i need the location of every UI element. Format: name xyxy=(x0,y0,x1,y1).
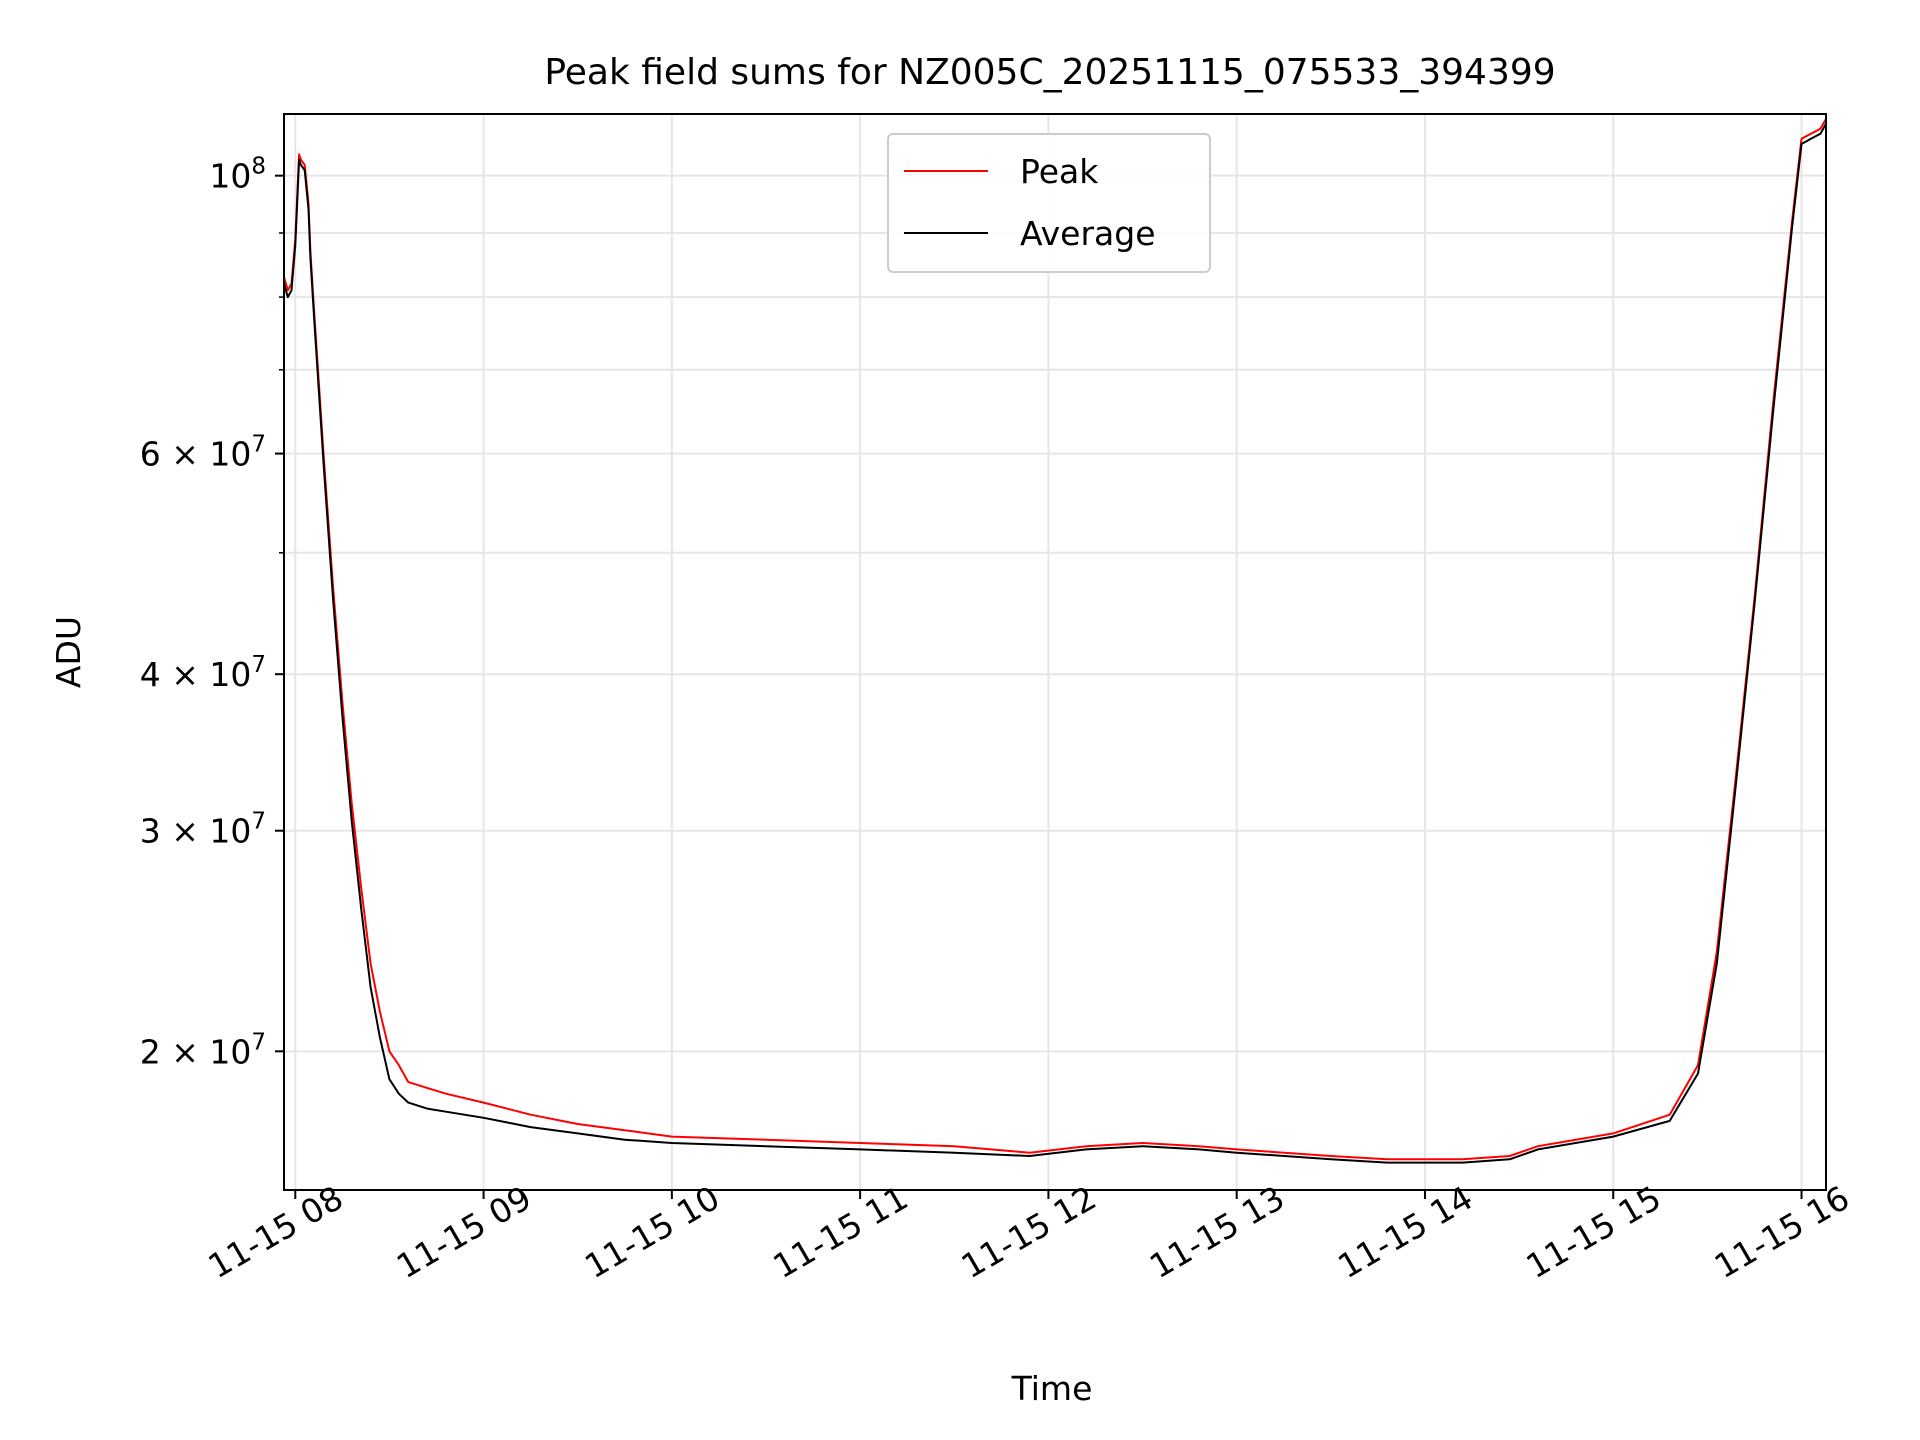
y-tick-label: 4 × 107 xyxy=(140,652,266,694)
y-axis-label: ADU xyxy=(49,616,88,688)
y-axis: 108 6 × 107 4 × 107 3 × 107 2 × 107 xyxy=(140,154,284,1071)
legend-label-average: Average xyxy=(1020,214,1156,253)
series-layer xyxy=(283,118,1827,1164)
plot-frame xyxy=(283,113,1827,1191)
legend-label-peak: Peak xyxy=(1020,152,1099,191)
y-tick-label: 2 × 107 xyxy=(140,1029,266,1071)
chart-title: Peak field sums for NZ005C_20251115_0755… xyxy=(544,52,1555,93)
y-tick-label: 3 × 107 xyxy=(140,809,266,851)
y-tick-label: 6 × 107 xyxy=(140,432,266,474)
x-axis-label: Time xyxy=(1011,1369,1093,1408)
legend: Peak Average xyxy=(887,133,1211,273)
legend-box xyxy=(887,133,1211,273)
series-line-average xyxy=(283,123,1827,1164)
y-tick-label: 108 xyxy=(209,154,266,196)
